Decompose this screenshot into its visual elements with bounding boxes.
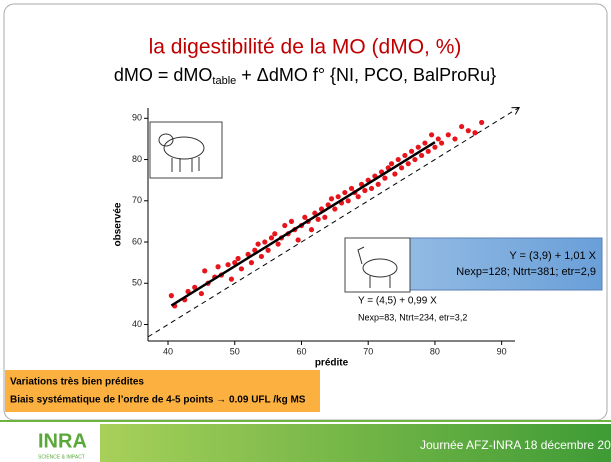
point	[322, 214, 328, 220]
point	[228, 276, 235, 282]
point	[408, 148, 415, 154]
point	[418, 152, 425, 159]
point	[342, 189, 348, 196]
point	[355, 194, 361, 200]
point	[192, 284, 198, 290]
annotation-stats: Nexp=83, Ntrt=234, etr=3,2	[358, 312, 467, 322]
point	[479, 119, 485, 126]
point	[202, 268, 208, 274]
logo-text: INRA	[38, 430, 87, 452]
regression-line	[170, 141, 436, 307]
point	[392, 171, 398, 177]
point	[275, 241, 281, 247]
point	[382, 175, 388, 181]
sheep-icon	[158, 133, 205, 172]
point	[185, 288, 191, 295]
point	[215, 264, 221, 270]
formula-part: + ΔdMO f° {NI, PCO, BalProRu}	[236, 65, 496, 85]
note-box	[5, 370, 320, 412]
x-tick-label: 40	[163, 346, 173, 356]
formula-part: dMO = dMO	[114, 65, 213, 85]
slide-title: la digestibilité de la MO (dMO, %)	[149, 36, 462, 59]
y-axis-label: observée	[113, 202, 124, 246]
point	[332, 206, 338, 212]
goat-icon	[357, 246, 398, 288]
point	[315, 216, 321, 222]
point	[225, 262, 231, 268]
y-tick-label: 60	[132, 236, 142, 246]
y-tick-label: 80	[132, 154, 142, 164]
formula: dMO = dMOtable + ΔdMO f° {NI, PCO, BalPr…	[114, 65, 496, 87]
y-tick-label: 90	[132, 113, 142, 123]
y-tick-label: 70	[132, 195, 142, 205]
point	[472, 130, 478, 136]
point	[268, 235, 275, 241]
point	[388, 161, 395, 167]
footer-bar	[100, 424, 611, 462]
point	[265, 247, 271, 253]
logo-subtitle: SCIENCE & IMPACT	[38, 454, 85, 460]
point	[248, 260, 255, 266]
point	[282, 222, 288, 229]
point	[402, 152, 408, 159]
identity-line	[147, 108, 518, 338]
point	[398, 165, 405, 171]
point	[235, 255, 241, 262]
point	[445, 132, 451, 138]
point	[288, 218, 295, 225]
point	[439, 140, 445, 146]
point	[198, 290, 204, 297]
point	[412, 156, 418, 163]
plot: 40 50 60 70 80 90 40 50 60 70 80 90 prédite observée	[113, 108, 519, 369]
point	[232, 260, 238, 266]
point	[432, 144, 438, 150]
point	[245, 251, 251, 257]
point	[428, 132, 435, 138]
point	[395, 156, 401, 163]
point	[255, 241, 261, 247]
point	[362, 187, 368, 194]
point	[415, 144, 421, 150]
point	[328, 196, 335, 202]
y-tick-label: 40	[132, 319, 142, 329]
x-tick-label: 80	[430, 346, 440, 356]
point	[435, 136, 441, 142]
point	[368, 185, 375, 192]
point	[335, 194, 341, 200]
point	[272, 231, 278, 237]
point	[452, 136, 458, 142]
point	[348, 185, 355, 192]
point	[405, 161, 411, 167]
annotation-equation: Y = (4,5) + 0,99 X	[358, 296, 437, 307]
point	[465, 128, 471, 134]
note-line: Variations très bien prédites	[10, 377, 144, 388]
point	[375, 181, 381, 187]
point	[345, 198, 351, 204]
footer-text: Journée AFZ-INRA 18 décembre 2013	[420, 438, 611, 452]
x-tick-label: 60	[296, 346, 306, 356]
box-stats: Nexp=128; Ntrt=381; etr=2,9	[456, 266, 596, 278]
point	[302, 214, 308, 220]
y-tick-label: 50	[132, 278, 142, 288]
point	[262, 239, 268, 245]
point	[258, 253, 265, 260]
point	[295, 237, 301, 243]
x-tick-label: 70	[363, 346, 373, 356]
point	[422, 140, 428, 146]
note-line: Biais systématique de l’ordre de 4-5 poi…	[10, 395, 306, 406]
x-tick-label: 50	[230, 346, 240, 356]
formula-subscript: table	[212, 75, 236, 87]
x-tick-label: 90	[497, 346, 507, 356]
point	[252, 247, 258, 253]
x-axis-label: prédite	[315, 358, 349, 369]
box-equation: Y = (3,9) + 1,01 X	[509, 250, 596, 262]
point	[168, 293, 174, 299]
goat-icon-frame	[344, 237, 411, 293]
point	[425, 148, 431, 154]
point	[308, 227, 315, 233]
sheep-icon-frame	[149, 121, 223, 179]
point	[238, 266, 245, 272]
point	[459, 123, 465, 130]
